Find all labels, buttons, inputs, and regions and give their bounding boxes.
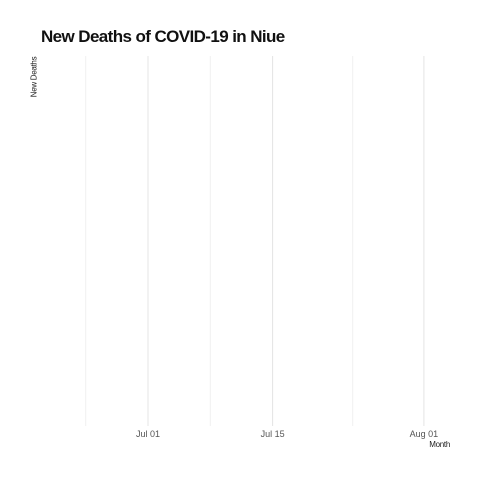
chart-title: New Deaths of COVID-19 in Niue <box>41 27 285 46</box>
x-tick-label-2: Aug 01 <box>410 429 439 439</box>
x-tick-label-1: Jul 15 <box>261 429 285 439</box>
x-axis-label: Month <box>429 440 450 449</box>
x-tick-label-0: Jul 01 <box>136 429 160 439</box>
